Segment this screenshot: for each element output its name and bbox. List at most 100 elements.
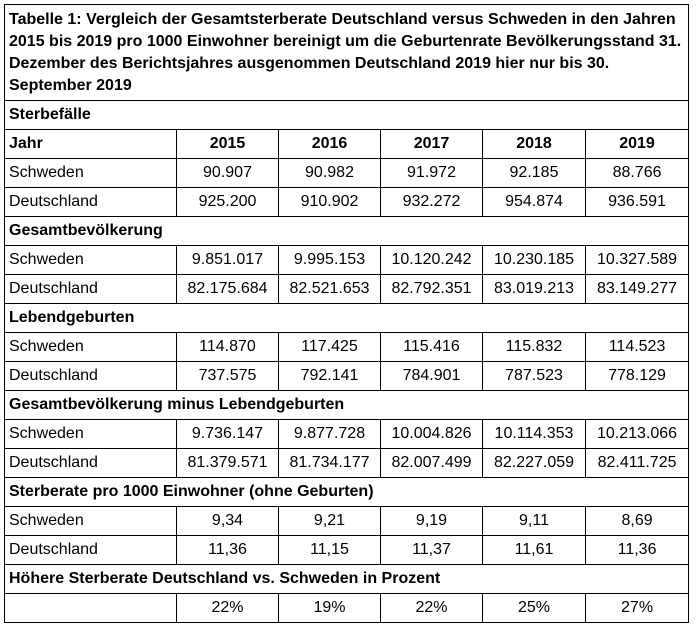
table-row: Deutschland 737.575 792.141 784.901 787.523 7… [4,361,690,391]
table-cell: 82.521.653 [278,274,381,304]
table-row: Schweden 9.851.017 9.995.153 10.120.242 10.2… [4,245,690,275]
table-cell: 114.523 [584,332,690,362]
table-cell: 787.523 [482,361,586,391]
section-row: Lebendgeburten [3,303,690,333]
table-cell: 22% [380,593,483,623]
table-cell: 90.907 [176,158,279,188]
table-cell: 25% [482,593,586,623]
table-cell: 83.149.277 [584,274,690,304]
table-cell: 9.851.017 [176,245,279,275]
table-cell: 792.141 [278,361,381,391]
section-row: Sterbefälle [3,100,690,130]
table-row: Schweden 114.870 117.425 115.416 115.832 114.… [4,332,690,362]
table-cell: 82.792.351 [380,274,483,304]
table-cell: 81.734.177 [278,448,381,478]
table-cell: 22% [176,593,279,623]
table-cell: 115.832 [482,332,586,362]
table-cell: 81.379.571 [176,448,279,478]
table-cell: 910.902 [278,187,381,217]
section-title: Gesamtbevölkerung minus Lebendgeburten [3,390,690,420]
table-cell: 9,34 [176,506,279,536]
table-row: Deutschland 81.379.571 81.734.177 82.007.49… [4,448,690,478]
table-cell: 954.874 [482,187,586,217]
table-row: 22% 19% 22% 25% 27% [4,593,690,623]
table-cell: 90.982 [278,158,381,188]
table-cell: 10.213.066 [584,419,690,449]
row-label: Schweden [4,332,177,362]
table-caption: Tabelle 1: Vergleich der Gesamtsterberat… [3,4,690,101]
year-header: 2017 [380,129,483,159]
table-cell: 11,61 [482,535,586,565]
table-cell: 11,36 [176,535,279,565]
table-cell: 82.411.725 [584,448,690,478]
row-label: Schweden [4,158,177,188]
table-cell: 9,11 [482,506,586,536]
section-row: Sterberate pro 1000 Einwohner (ohne Gebu… [3,477,690,507]
table-cell: 778.129 [584,361,690,391]
row-label: Deutschland [4,187,177,217]
section-title: Höhere Sterberate Deutschland vs. Schwed… [3,564,690,594]
year-header: 2016 [278,129,381,159]
table-row: Deutschland 82.175.684 82.521.653 82.792.35… [4,274,690,304]
caption-row: Tabelle 1: Vergleich der Gesamtsterberat… [3,4,690,101]
table-cell: 737.575 [176,361,279,391]
table-cell: 925.200 [176,187,279,217]
table-cell: 19% [278,593,381,623]
section-title: Gesamtbevölkerung [3,216,690,246]
table-body: Tabelle 1: Vergleich der Gesamtsterberat… [3,4,690,623]
table-row: Schweden 9,34 9,21 9,19 9,11 8,69 [4,506,690,536]
table-cell: 27% [584,593,690,623]
section-title: Lebendgeburten [3,303,690,333]
table-cell: 10.004.826 [380,419,483,449]
table-cell: 10.230.185 [482,245,586,275]
year-header: 2015 [176,129,279,159]
table-cell: 117.425 [278,332,381,362]
row-label: Deutschland [4,535,177,565]
table-cell: 932.272 [380,187,483,217]
row-label: Deutschland [4,274,177,304]
table-cell: 936.591 [584,187,690,217]
section-row: Höhere Sterberate Deutschland vs. Schwed… [3,564,690,594]
table-cell: 83.019.213 [482,274,586,304]
table-cell: 10.327.589 [584,245,690,275]
table-cell: 9,21 [278,506,381,536]
table-cell: 8,69 [584,506,690,536]
table-cell: 9.736.147 [176,419,279,449]
table-row: Deutschland 925.200 910.902 932.272 954.874 9… [4,187,690,217]
table-cell: 82.227.059 [482,448,586,478]
table-cell: 82.007.499 [380,448,483,478]
table-cell: 9,19 [380,506,483,536]
table-cell: 82.175.684 [176,274,279,304]
table-row: Deutschland 11,36 11,15 11,37 11,61 11,36 [4,535,690,565]
year-header: 2018 [482,129,586,159]
table-cell: 9.877.728 [278,419,381,449]
table-cell: 784.901 [380,361,483,391]
table-cell: 114.870 [176,332,279,362]
header-row: Jahr 2015 2016 2017 2018 2019 [4,129,690,159]
row-label: Deutschland [4,361,177,391]
row-label: Schweden [4,419,177,449]
section-title: Sterbefälle [3,100,690,130]
table-cell: 91.972 [380,158,483,188]
section-title: Sterberate pro 1000 Einwohner (ohne Gebu… [3,477,690,507]
table-cell: 11,37 [380,535,483,565]
table-cell: 11,15 [278,535,381,565]
section-row: Gesamtbevölkerung [3,216,690,246]
table-cell: 9.995.153 [278,245,381,275]
row-label: Schweden [4,245,177,275]
table-cell: 92.185 [482,158,586,188]
row-label: Deutschland [4,448,177,478]
row-label: Schweden [4,506,177,536]
section-row: Gesamtbevölkerung minus Lebendgeburten [3,390,690,420]
table-row: Schweden 90.907 90.982 91.972 92.185 88.766 [4,158,690,188]
table-cell: 10.114.353 [482,419,586,449]
table-cell: 10.120.242 [380,245,483,275]
year-header: 2019 [584,129,690,159]
table-cell: 115.416 [380,332,483,362]
table-row: Schweden 9.736.147 9.877.728 10.004.826 10.1… [4,419,690,449]
statistics-table: Tabelle 1: Vergleich der Gesamtsterberat… [3,4,690,623]
table-cell: 11,36 [584,535,690,565]
row-label [4,593,177,623]
table-cell: 88.766 [584,158,690,188]
year-header-label: Jahr [4,129,177,159]
